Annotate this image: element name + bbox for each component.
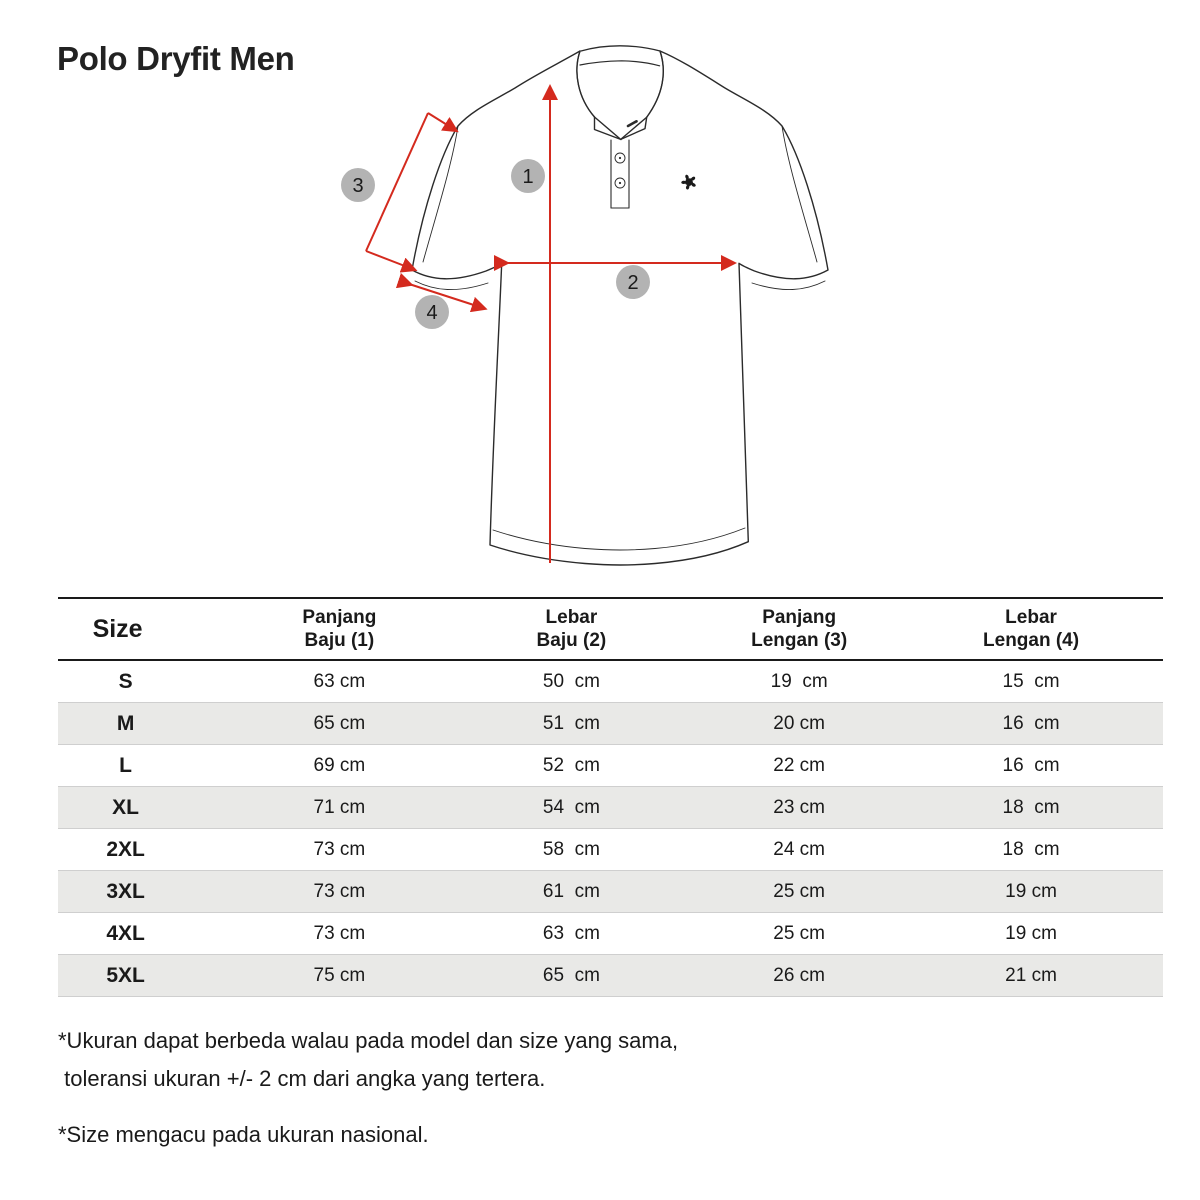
svg-text:3: 3 — [352, 175, 363, 197]
svg-text:1: 1 — [522, 166, 533, 188]
svg-text:2: 2 — [627, 272, 638, 294]
svg-text:4: 4 — [426, 302, 437, 324]
